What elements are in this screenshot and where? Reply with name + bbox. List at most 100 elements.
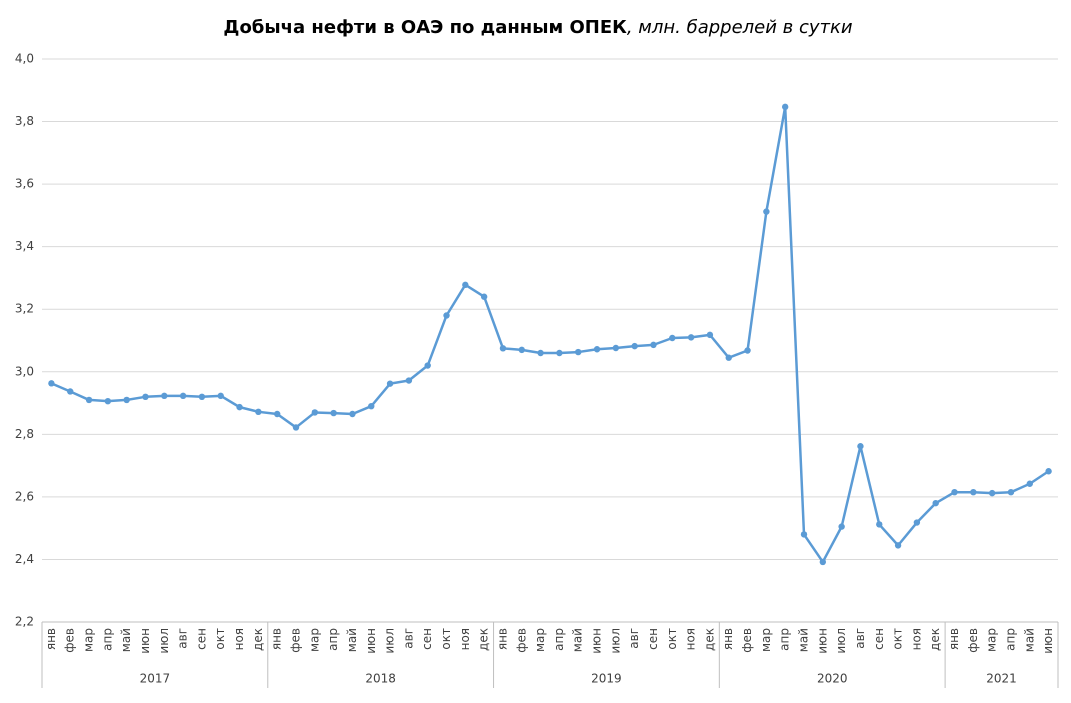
x-tick-label: ноя: [232, 628, 246, 650]
x-tick-label: дек: [251, 628, 265, 651]
group-label: 2018: [365, 672, 396, 686]
data-point: [236, 403, 243, 411]
x-tick-label: фев: [289, 628, 303, 653]
data-point: [913, 519, 921, 526]
x-tick-label: авг: [853, 628, 867, 649]
x-tick-label: апр: [552, 628, 566, 651]
group-label: 2020: [817, 672, 848, 686]
x-tick-label: янв: [721, 628, 735, 650]
group-label: 2019: [591, 672, 622, 686]
x-tick-label: фев: [63, 628, 77, 653]
x-tick-label: мар: [82, 628, 96, 652]
x-tick-label: сен: [646, 628, 660, 650]
x-tick-label: фев: [966, 628, 980, 653]
x-tick-label: авг: [176, 628, 190, 649]
y-tick-label: 3,2: [15, 302, 34, 316]
data-point: [462, 281, 469, 289]
x-tick-label: ноя: [684, 628, 698, 650]
data-point: [876, 521, 883, 528]
y-tick-label: 3,4: [15, 239, 34, 253]
x-tick-label: ноя: [458, 628, 472, 650]
series-line: [50, 105, 1050, 564]
group-label: 2017: [140, 672, 171, 686]
x-tick-label: окт: [213, 628, 227, 650]
y-tick-label: 3,0: [15, 364, 34, 378]
data-point: [687, 334, 695, 341]
x-tick-label: апр: [100, 628, 114, 651]
data-point: [480, 293, 488, 300]
data-point: [1007, 488, 1015, 496]
data-point: [631, 342, 638, 350]
x-tick-label: май: [1022, 628, 1036, 652]
y-tick-label: 2,4: [15, 552, 34, 566]
x-tick-label: июл: [834, 628, 848, 654]
data-point: [951, 488, 958, 496]
data-point: [424, 362, 431, 369]
x-tick-label: янв: [947, 628, 961, 650]
x-tick-label: июн: [138, 628, 152, 654]
x-tick-label: апр: [778, 628, 792, 651]
x-tick-label: авг: [401, 628, 415, 649]
data-point: [669, 334, 676, 342]
data-point: [781, 103, 789, 111]
data-point: [575, 348, 582, 356]
y-tick-label: 2,6: [15, 489, 34, 503]
x-tick-label: апр: [1003, 628, 1017, 651]
x-tick-label: май: [345, 628, 359, 652]
chart-title: Добыча нефти в ОАЭ по данным ОПЕК: [223, 17, 627, 38]
x-tick-label: май: [119, 628, 133, 652]
data-point: [838, 523, 845, 530]
data-point: [386, 380, 394, 387]
x-tick-label: ноя: [909, 628, 923, 650]
data-point: [349, 410, 356, 418]
y-tick-label: 4,0: [15, 52, 34, 66]
x-tick-label: янв: [270, 628, 284, 650]
x-tick-label: апр: [326, 628, 340, 651]
data-point: [161, 392, 168, 400]
data-point: [970, 488, 977, 496]
x-tick-label: мар: [307, 628, 321, 652]
data-point: [744, 347, 751, 354]
x-tick-label: май: [571, 628, 585, 652]
y-tick-label: 3,8: [15, 114, 34, 128]
x-tick-label: дек: [702, 628, 716, 651]
data-point: [405, 377, 413, 384]
x-tick-label: мар: [533, 628, 547, 652]
data-point: [123, 396, 130, 404]
x-tick-label: мар: [985, 628, 999, 652]
x-tick-label: июл: [608, 628, 622, 654]
data-point: [537, 349, 544, 357]
chart-title-group: Добыча нефти в ОАЭ по данным ОПЕК, млн. …: [223, 17, 852, 38]
chart-subtitle: , млн. баррелей в сутки: [627, 17, 853, 38]
data-point: [48, 380, 55, 387]
data-point: [932, 499, 939, 507]
data-point: [819, 558, 827, 566]
x-tick-label: янв: [44, 628, 58, 650]
data-point: [255, 408, 262, 416]
x-tick-label: дек: [928, 628, 942, 651]
x-tick-label: фев: [740, 628, 754, 653]
group-label: 2021: [986, 672, 1017, 686]
data-point: [1026, 480, 1033, 487]
data-point: [1045, 468, 1052, 475]
x-tick-label: сен: [194, 628, 208, 650]
x-tick-label: мар: [759, 628, 773, 652]
x-tick-label: янв: [495, 628, 509, 650]
data-point: [988, 489, 996, 497]
x-tick-label: июн: [1041, 628, 1055, 654]
data-point: [800, 531, 808, 538]
x-tick-label: июн: [815, 628, 829, 654]
x-tick-label: окт: [891, 628, 905, 650]
data-point: [67, 388, 74, 395]
data-point: [763, 208, 770, 215]
y-tick-label: 3,6: [15, 177, 34, 191]
y-tick-label: 2,8: [15, 427, 34, 441]
data-point: [894, 542, 902, 549]
x-tick-label: июн: [364, 628, 378, 654]
x-tick-label: окт: [439, 628, 453, 650]
data-point: [443, 312, 450, 319]
data-point: [612, 344, 620, 352]
data-point: [499, 345, 507, 352]
data-point: [179, 392, 187, 400]
data-point: [518, 346, 525, 354]
